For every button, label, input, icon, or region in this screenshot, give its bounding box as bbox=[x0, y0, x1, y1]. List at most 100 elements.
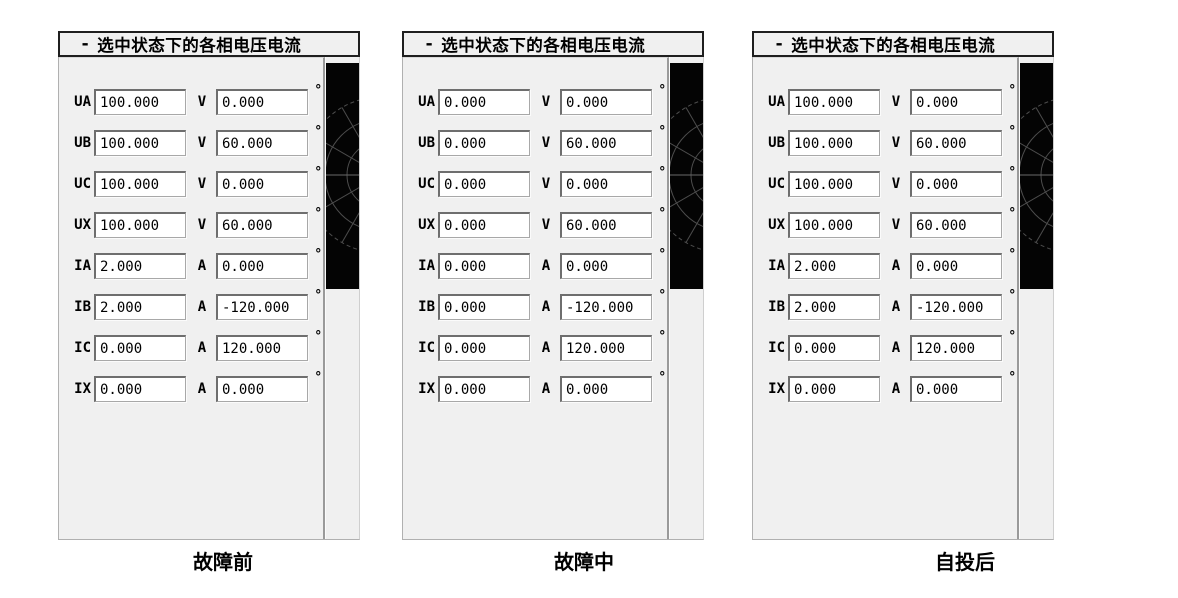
phase-label: UA bbox=[418, 94, 435, 110]
magnitude-input[interactable] bbox=[788, 171, 880, 197]
angle-input[interactable] bbox=[910, 212, 1002, 238]
angle-input[interactable] bbox=[560, 212, 652, 238]
unit-label: A bbox=[541, 258, 551, 274]
phase-label: IB bbox=[418, 299, 435, 315]
angle-input[interactable] bbox=[560, 171, 652, 197]
magnitude-input[interactable] bbox=[438, 376, 530, 402]
magnitude-input[interactable] bbox=[788, 130, 880, 156]
magnitude-input[interactable] bbox=[438, 212, 530, 238]
degree-symbol: ° bbox=[315, 206, 322, 221]
phase-row: UA V ° bbox=[753, 84, 1017, 115]
magnitude-input[interactable] bbox=[788, 89, 880, 115]
degree-symbol: ° bbox=[315, 288, 322, 303]
angle-input[interactable] bbox=[560, 294, 652, 320]
magnitude-input[interactable] bbox=[438, 130, 530, 156]
phase-row: IA A ° bbox=[403, 248, 667, 279]
collapse-toggle-icon[interactable]: - bbox=[80, 34, 91, 54]
phase-label: UC bbox=[74, 176, 91, 192]
unit-label: A bbox=[891, 340, 901, 356]
phase-label: IB bbox=[768, 299, 785, 315]
phase-row: IB A ° bbox=[59, 289, 323, 320]
phase-label: UB bbox=[74, 135, 91, 151]
angle-input[interactable] bbox=[216, 89, 308, 115]
phase-row: UX V ° bbox=[403, 207, 667, 238]
degree-symbol: ° bbox=[1009, 124, 1016, 139]
degree-symbol: ° bbox=[659, 370, 666, 385]
angle-input[interactable] bbox=[216, 253, 308, 279]
magnitude-input[interactable] bbox=[788, 335, 880, 361]
phase-row: UX V ° bbox=[59, 207, 323, 238]
magnitude-input[interactable] bbox=[438, 253, 530, 279]
degree-symbol: ° bbox=[315, 124, 322, 139]
magnitude-input[interactable] bbox=[438, 171, 530, 197]
angle-input[interactable] bbox=[910, 130, 1002, 156]
phase-label: IX bbox=[768, 381, 785, 397]
angle-input[interactable] bbox=[910, 89, 1002, 115]
angle-input[interactable] bbox=[216, 212, 308, 238]
unit-label: A bbox=[891, 299, 901, 315]
phase-label: UA bbox=[74, 94, 91, 110]
unit-label: A bbox=[197, 381, 207, 397]
angle-input[interactable] bbox=[910, 294, 1002, 320]
magnitude-input[interactable] bbox=[94, 130, 186, 156]
magnitude-input[interactable] bbox=[94, 294, 186, 320]
phase-fields-area: UA V ° UB V ° UC V ° UX V ° IA A ° IB A ° IC A ° IX A ° bbox=[753, 57, 1019, 539]
collapse-toggle-icon[interactable]: - bbox=[424, 34, 435, 54]
magnitude-input[interactable] bbox=[94, 376, 186, 402]
magnitude-input[interactable] bbox=[438, 294, 530, 320]
phasor-column bbox=[1020, 57, 1053, 539]
unit-label: V bbox=[541, 217, 551, 233]
unit-label: V bbox=[541, 94, 551, 110]
magnitude-input[interactable] bbox=[788, 294, 880, 320]
angle-input[interactable] bbox=[910, 253, 1002, 279]
angle-input[interactable] bbox=[910, 376, 1002, 402]
magnitude-input[interactable] bbox=[788, 376, 880, 402]
magnitude-input[interactable] bbox=[438, 335, 530, 361]
group-title: 选中状态下的各相电压电流 bbox=[791, 37, 996, 55]
phase-row: UX V ° bbox=[753, 207, 1017, 238]
magnitude-input[interactable] bbox=[94, 335, 186, 361]
angle-input[interactable] bbox=[560, 376, 652, 402]
unit-label: V bbox=[891, 94, 901, 110]
magnitude-input[interactable] bbox=[94, 171, 186, 197]
angle-input[interactable] bbox=[560, 253, 652, 279]
magnitude-input[interactable] bbox=[438, 89, 530, 115]
magnitude-input[interactable] bbox=[788, 212, 880, 238]
phase-fields-area: UA V ° UB V ° UC V ° UX V ° IA A ° IB A ° IC A ° IX A ° bbox=[403, 57, 669, 539]
angle-input[interactable] bbox=[216, 130, 308, 156]
magnitude-input[interactable] bbox=[94, 212, 186, 238]
angle-input[interactable] bbox=[216, 171, 308, 197]
degree-symbol: ° bbox=[1009, 83, 1016, 98]
phasor-display bbox=[326, 63, 359, 289]
panel-caption-prefault: 故障前 bbox=[193, 552, 253, 574]
angle-input[interactable] bbox=[216, 376, 308, 402]
degree-symbol: ° bbox=[315, 247, 322, 262]
phase-label: IA bbox=[768, 258, 785, 274]
unit-label: V bbox=[197, 135, 207, 151]
state-panel-after-transfer: - 选中状态下的各相电压电流 UAV°UBV°UCV°UXV°IAA°IBA°I… bbox=[752, 31, 1054, 540]
unit-label: V bbox=[541, 176, 551, 192]
group-title: 选中状态下的各相电压电流 bbox=[441, 37, 646, 55]
unit-label: A bbox=[891, 258, 901, 274]
phase-fields-area: UA V ° UB V ° UC V ° UX V ° IA A ° IB A ° IC A ° IX A ° bbox=[59, 57, 325, 539]
state-panel-prefault: - 选中状态下的各相电压电流 UAV°UBV°UCV°UXV°IAA°IBA°I… bbox=[58, 31, 360, 540]
angle-input[interactable] bbox=[560, 335, 652, 361]
angle-input[interactable] bbox=[910, 171, 1002, 197]
degree-symbol: ° bbox=[315, 83, 322, 98]
collapse-toggle-icon[interactable]: - bbox=[774, 34, 785, 54]
magnitude-input[interactable] bbox=[94, 89, 186, 115]
group-title: 选中状态下的各相电压电流 bbox=[97, 37, 302, 55]
unit-label: A bbox=[197, 299, 207, 315]
phase-row: IX A ° bbox=[59, 371, 323, 402]
angle-input[interactable] bbox=[910, 335, 1002, 361]
phasor-column bbox=[326, 57, 359, 539]
panel-content: UA V ° UB V ° UC V ° UX V ° IA A ° IB A ° IC A ° IX A ° bbox=[402, 57, 704, 540]
phase-label: UX bbox=[768, 217, 785, 233]
angle-input[interactable] bbox=[216, 335, 308, 361]
angle-input[interactable] bbox=[560, 89, 652, 115]
degree-symbol: ° bbox=[1009, 165, 1016, 180]
angle-input[interactable] bbox=[560, 130, 652, 156]
magnitude-input[interactable] bbox=[788, 253, 880, 279]
angle-input[interactable] bbox=[216, 294, 308, 320]
magnitude-input[interactable] bbox=[94, 253, 186, 279]
